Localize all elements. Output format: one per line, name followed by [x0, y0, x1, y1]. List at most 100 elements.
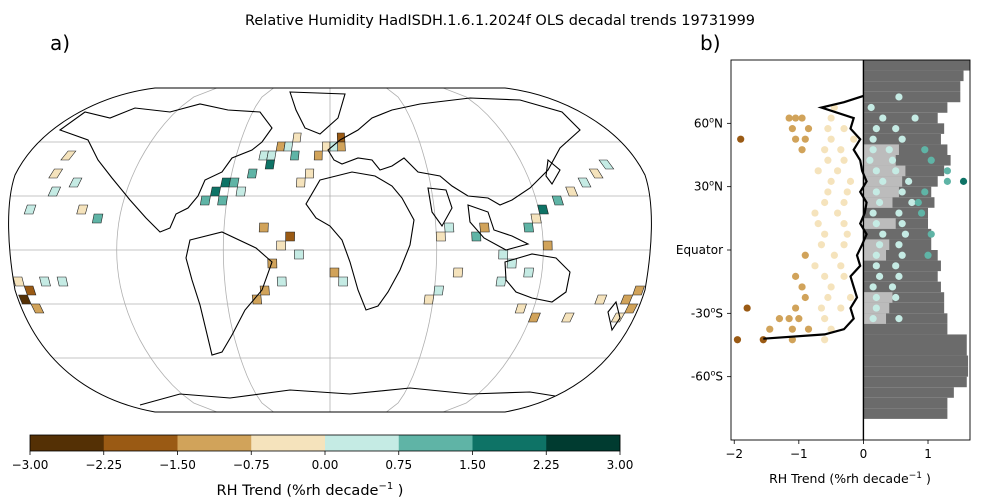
x-tick-label: 0: [860, 447, 868, 461]
panel-a-label: a): [50, 31, 70, 55]
trend-point: [824, 156, 832, 164]
map-gridbox: [624, 303, 639, 314]
trend-point: [872, 251, 880, 259]
map-gridbox: [276, 240, 286, 251]
trend-point: [872, 167, 880, 175]
trend-point: [733, 336, 742, 344]
map-gridbox: [423, 294, 435, 305]
map-gridbox: [23, 285, 37, 296]
trend-point: [879, 230, 887, 238]
land-fraction-bar: [863, 366, 969, 377]
trend-point: [866, 156, 874, 164]
trend-point: [821, 315, 829, 323]
trend-point: [817, 304, 826, 312]
map-gridbox: [329, 267, 340, 278]
coastline-europe-asia: [327, 97, 581, 206]
colorbar-tick-label: −0.75: [233, 458, 270, 472]
map-gridbox: [290, 150, 300, 161]
colorbar-segment: [30, 435, 105, 451]
trend-point: [872, 293, 880, 302]
map-graticule: [8, 88, 652, 412]
map-gridbox: [435, 231, 446, 242]
trend-point: [895, 93, 903, 101]
map-gridbox: [246, 168, 258, 179]
coastline-antarctica: [139, 387, 621, 409]
trend-point: [830, 251, 838, 259]
colorbar-segment: [546, 435, 621, 451]
coastline-australia: [504, 253, 571, 303]
trend-point: [895, 241, 903, 249]
trend-point: [867, 103, 875, 112]
map-gridbox: [304, 168, 315, 179]
graticule-meridian: [386, 88, 438, 412]
map-gridbox: [498, 249, 509, 260]
y-tick-label: 60oN: [694, 115, 723, 130]
trend-point: [804, 325, 813, 333]
map-gridbox: [528, 312, 541, 323]
trend-point: [872, 125, 880, 133]
map-gridbox: [523, 222, 534, 233]
land-fraction-bar: [863, 260, 941, 272]
trend-point: [872, 262, 880, 270]
trend-point: [901, 230, 910, 238]
trend-point: [814, 167, 822, 175]
land-fraction-bar: [863, 313, 948, 324]
land-fraction-light-bar: [863, 186, 899, 198]
trend-point: [875, 272, 884, 280]
trend-point: [798, 114, 806, 122]
trend-point: [872, 188, 880, 196]
map-globe-outline: [8, 87, 652, 413]
map-gridbox: [337, 141, 346, 152]
land-fraction-bars: [863, 60, 970, 419]
land-fraction-bar: [863, 70, 964, 82]
trend-point: [821, 336, 829, 344]
trend-point: [840, 220, 848, 228]
trend-point: [821, 146, 829, 154]
map-gridbox: [542, 240, 553, 251]
map-gridbox: [60, 150, 77, 161]
land-fraction-bar: [863, 60, 970, 71]
land-fraction-bar: [863, 302, 945, 314]
trend-point: [892, 167, 900, 175]
map-gridbox: [523, 267, 534, 278]
map-gridbox: [577, 177, 592, 188]
map-gridbox: [267, 258, 278, 269]
map-gridbox: [610, 312, 626, 323]
trend-point: [827, 177, 835, 185]
trend-point: [869, 283, 877, 291]
trend-point: [821, 198, 829, 207]
map-gridbox: [514, 303, 527, 314]
map-gridbox: [294, 249, 304, 260]
trend-point: [914, 198, 922, 207]
colorbar-segment: [251, 435, 326, 451]
panel-b-label: b): [700, 31, 721, 55]
colorbar-tick-label: 0.75: [385, 458, 412, 472]
trend-point: [879, 177, 887, 185]
trend-point: [875, 241, 884, 249]
trend-point: [766, 325, 774, 333]
map-gridbox: [18, 294, 32, 305]
trend-point: [892, 125, 900, 133]
trend-point: [785, 315, 793, 323]
land-fraction-light-bar: [863, 144, 899, 155]
trend-point: [840, 241, 848, 249]
trend-point: [898, 188, 906, 196]
map-gridbox: [48, 168, 64, 179]
y-tick-label: -60oS: [691, 369, 723, 384]
x-tick-label: −2: [725, 447, 743, 461]
map-gridbox: [258, 222, 269, 233]
trend-point: [837, 262, 845, 270]
trend-point: [843, 230, 851, 238]
map-gridbox: [283, 141, 294, 152]
map-gridbox: [228, 177, 240, 188]
map-gridbox: [91, 213, 104, 224]
map-gridbox: [23, 204, 37, 215]
trend-point: [885, 146, 893, 154]
trend-point: [801, 251, 809, 259]
colorbar-segment: [103, 435, 178, 451]
map-gridbox: [199, 195, 211, 206]
trend-point: [846, 177, 855, 185]
land-fraction-bar: [863, 387, 954, 398]
trend-point: [801, 135, 809, 143]
